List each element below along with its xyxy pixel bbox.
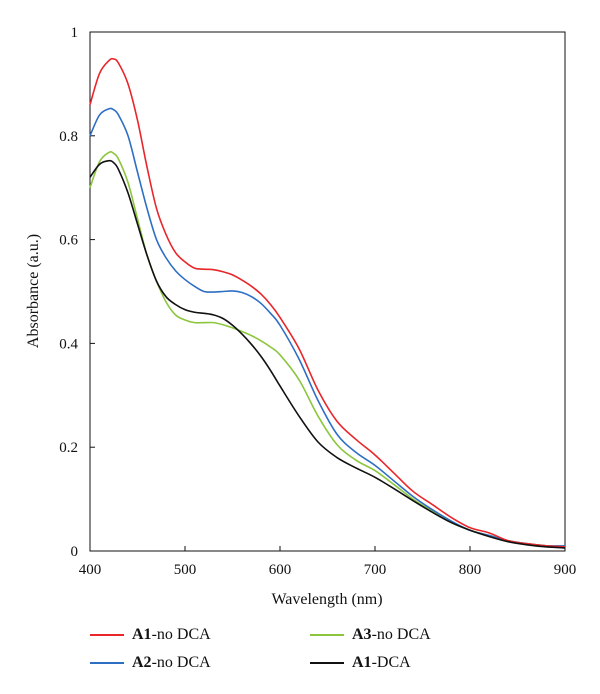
legend-item-a1-dca: A1-DCA — [310, 652, 411, 674]
x-tick-label: 800 — [459, 562, 482, 578]
legend-item-a2-no-dca: A2-no DCA — [90, 652, 211, 674]
legend-item-a1-no-dca: A1-no DCA — [90, 624, 211, 646]
legend-label-a3-no-dca: A3-no DCA — [352, 626, 431, 643]
series-lines — [89, 57, 566, 549]
x-tick-label: 500 — [174, 562, 197, 578]
y-tick-label: 1 — [71, 25, 79, 41]
y-axis-ticks: 0 0.2 0.4 0.6 0.8 1 — [59, 25, 95, 560]
legend-label-a2-no-dca: A2-no DCA — [132, 654, 211, 671]
y-axis-title: Absorbance (a.u.) — [25, 234, 42, 348]
legend-label-a1-no-dca: A1-no DCA — [132, 626, 211, 643]
series-line-a2-no-dca — [89, 107, 566, 547]
y-tick-label: 0.4 — [59, 336, 78, 352]
legend-label-a1-dca: A1-DCA — [352, 654, 411, 671]
y-tick-label: 0.8 — [59, 129, 78, 145]
chart-legend: A1-no DCA A3-no DCA A2-no DCA A1-DCA — [90, 624, 520, 680]
x-tick-label: 400 — [79, 562, 102, 578]
x-tick-label: 700 — [364, 562, 387, 578]
series-line-a1-no-dca — [89, 57, 566, 548]
legend-item-a3-no-dca: A3-no DCA — [310, 624, 431, 646]
series-line-a1-dca — [89, 159, 566, 549]
x-tick-label: 900 — [554, 562, 577, 578]
absorbance-chart: 400 500 600 700 800 900 0 0.2 0.4 0.6 0.8 1 Wavele… — [25, 25, 577, 608]
x-tick-label: 600 — [269, 562, 292, 578]
legend-swatch-a3-no-dca — [310, 634, 344, 636]
plot-frame — [89, 31, 566, 552]
y-tick-label: 0.2 — [59, 440, 78, 456]
y-tick-label: 0 — [71, 544, 79, 560]
x-axis-title: Wavelength (nm) — [271, 591, 382, 608]
legend-swatch-a2-no-dca — [90, 662, 124, 664]
legend-swatch-a1-no-dca — [90, 634, 124, 636]
series-line-a3-no-dca — [89, 151, 566, 548]
x-axis-ticks: 400 500 600 700 800 900 — [79, 546, 577, 578]
legend-swatch-a1-dca — [310, 662, 344, 664]
y-tick-label: 0.6 — [59, 233, 78, 249]
